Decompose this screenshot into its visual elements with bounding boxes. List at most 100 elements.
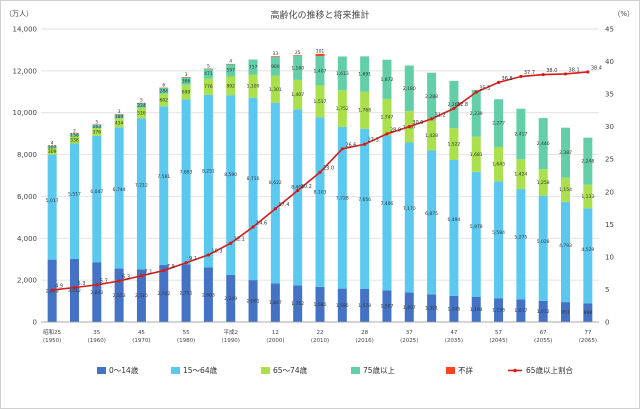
bar-segment bbox=[561, 177, 571, 202]
bar-segment bbox=[69, 133, 79, 137]
ratio-label: 37.7 bbox=[524, 70, 535, 76]
bar-segment bbox=[494, 99, 504, 147]
bar-value-label: 107 bbox=[48, 145, 57, 151]
bar-segment bbox=[92, 262, 102, 322]
bar-value-label: 2,001 bbox=[247, 299, 260, 305]
bar-segment bbox=[92, 124, 102, 129]
ratio-point bbox=[496, 80, 501, 84]
ratio-label: 26.6 bbox=[345, 142, 356, 148]
bar-value-label: 1,133 bbox=[581, 194, 594, 200]
bar-value-label: 1,847 bbox=[269, 300, 282, 306]
bar-value-label: 2,751 bbox=[180, 291, 193, 297]
bar-segment bbox=[203, 94, 213, 268]
bar-value-label: 284 bbox=[159, 88, 168, 94]
bar-value-label: 1,258 bbox=[537, 180, 550, 186]
ratio-point bbox=[363, 142, 367, 146]
bar-value-label: 1,752 bbox=[291, 301, 304, 307]
x-tick-year: (2035) bbox=[445, 338, 463, 344]
bar-value-label: 7,656 bbox=[358, 197, 371, 203]
bar-value-label: 4,529 bbox=[581, 247, 594, 253]
bar-value-label: 1,109 bbox=[247, 84, 260, 90]
bar-segment bbox=[583, 208, 593, 304]
bar-segment bbox=[360, 56, 370, 92]
bar-value-label: 516 bbox=[137, 111, 146, 117]
bar-segment bbox=[293, 79, 303, 110]
ratio-label: 38.0 bbox=[546, 68, 557, 74]
ratio-point bbox=[251, 225, 255, 229]
ratio-point bbox=[117, 279, 121, 283]
bar-segment bbox=[293, 285, 303, 322]
left-tick-label: 2,000 bbox=[17, 277, 37, 285]
bar-value-label: 1,194 bbox=[470, 307, 483, 313]
bar-value-label: 1,681 bbox=[470, 152, 483, 158]
bar-segment bbox=[293, 109, 303, 286]
bar-value-label: 4 bbox=[51, 141, 54, 147]
bar-value-label: 5,517 bbox=[68, 191, 81, 197]
bar-segment bbox=[427, 150, 437, 295]
bar-value-label: 6,744 bbox=[113, 187, 126, 193]
ratio-label: 12.1 bbox=[234, 237, 245, 243]
right-tick-label: 10 bbox=[605, 253, 614, 261]
bar-segment bbox=[337, 56, 347, 91]
bar-segment bbox=[449, 128, 459, 161]
bar-value-label: 2,249 bbox=[224, 296, 237, 302]
bar-value-label: 101 bbox=[316, 49, 325, 55]
bar-value-label: 5 bbox=[207, 63, 210, 69]
ratio-point bbox=[385, 132, 389, 136]
bar-segment bbox=[159, 106, 169, 266]
legend-label: 不詳 bbox=[458, 365, 473, 375]
ratio-point bbox=[340, 147, 344, 151]
bar-value-label: 1,872 bbox=[381, 77, 394, 83]
ratio-point bbox=[318, 170, 322, 174]
bar-value-label: 2,260 bbox=[447, 102, 460, 108]
bar-value-label: 1,747 bbox=[381, 115, 394, 121]
bar-value-label: 2,603 bbox=[202, 292, 215, 298]
bar-segment bbox=[69, 136, 79, 144]
bar-segment bbox=[583, 303, 593, 322]
x-tick-year: (1990) bbox=[222, 338, 240, 344]
legend-label: 0～14歳 bbox=[109, 365, 139, 375]
bar-value-label: 776 bbox=[204, 84, 213, 90]
legend-swatch bbox=[171, 367, 180, 374]
bar-value-label: 5,978 bbox=[470, 224, 483, 230]
bar-segment bbox=[315, 117, 325, 287]
bar-value-label: 1,407 bbox=[291, 92, 304, 98]
ratio-point bbox=[474, 90, 478, 94]
ratio-point bbox=[407, 125, 411, 129]
left-tick-label: 0 bbox=[33, 319, 37, 327]
legend-label: 15～64歳 bbox=[183, 365, 218, 375]
bar-value-label: 7,581 bbox=[157, 174, 170, 180]
bar-value-label: 224 bbox=[137, 103, 146, 109]
legend-swatch bbox=[97, 367, 106, 374]
bar-segment bbox=[516, 189, 526, 300]
bar-segment bbox=[114, 268, 124, 322]
right-axis-unit: （%） bbox=[613, 10, 634, 18]
ratio-point bbox=[50, 288, 54, 292]
x-tick-year: (1980) bbox=[177, 338, 195, 344]
x-tick-year: (2025) bbox=[400, 338, 418, 344]
bar-value-label: 2,288 bbox=[425, 94, 438, 100]
bar-segment bbox=[248, 59, 258, 75]
ratio-label: 9.1 bbox=[189, 256, 197, 262]
x-tick-era: 37 bbox=[406, 330, 413, 336]
bar-value-label: 1,321 bbox=[425, 306, 438, 312]
right-tick-label: 0 bbox=[605, 319, 609, 327]
bar-value-label: 338 bbox=[70, 137, 79, 143]
bar-segment bbox=[561, 127, 571, 178]
bar-segment bbox=[360, 288, 370, 322]
bar-value-label: 1,154 bbox=[559, 187, 572, 193]
bar-value-label: 5,028 bbox=[537, 239, 550, 245]
bar-value-label: 898 bbox=[584, 310, 593, 316]
bar-value-label: 7,170 bbox=[403, 206, 416, 212]
x-tick-era: 22 bbox=[317, 330, 324, 336]
bar-segment bbox=[494, 181, 504, 299]
bar-value-label: 2,387 bbox=[559, 150, 572, 156]
bar-segment bbox=[382, 98, 392, 136]
bar-value-label: 1,507 bbox=[381, 304, 394, 310]
bar-value-label: 366 bbox=[182, 78, 191, 84]
bar-segment bbox=[270, 75, 280, 103]
ratio-point bbox=[139, 274, 144, 278]
bar-value-label: 2,180 bbox=[403, 86, 416, 92]
ratio-point bbox=[430, 117, 434, 121]
